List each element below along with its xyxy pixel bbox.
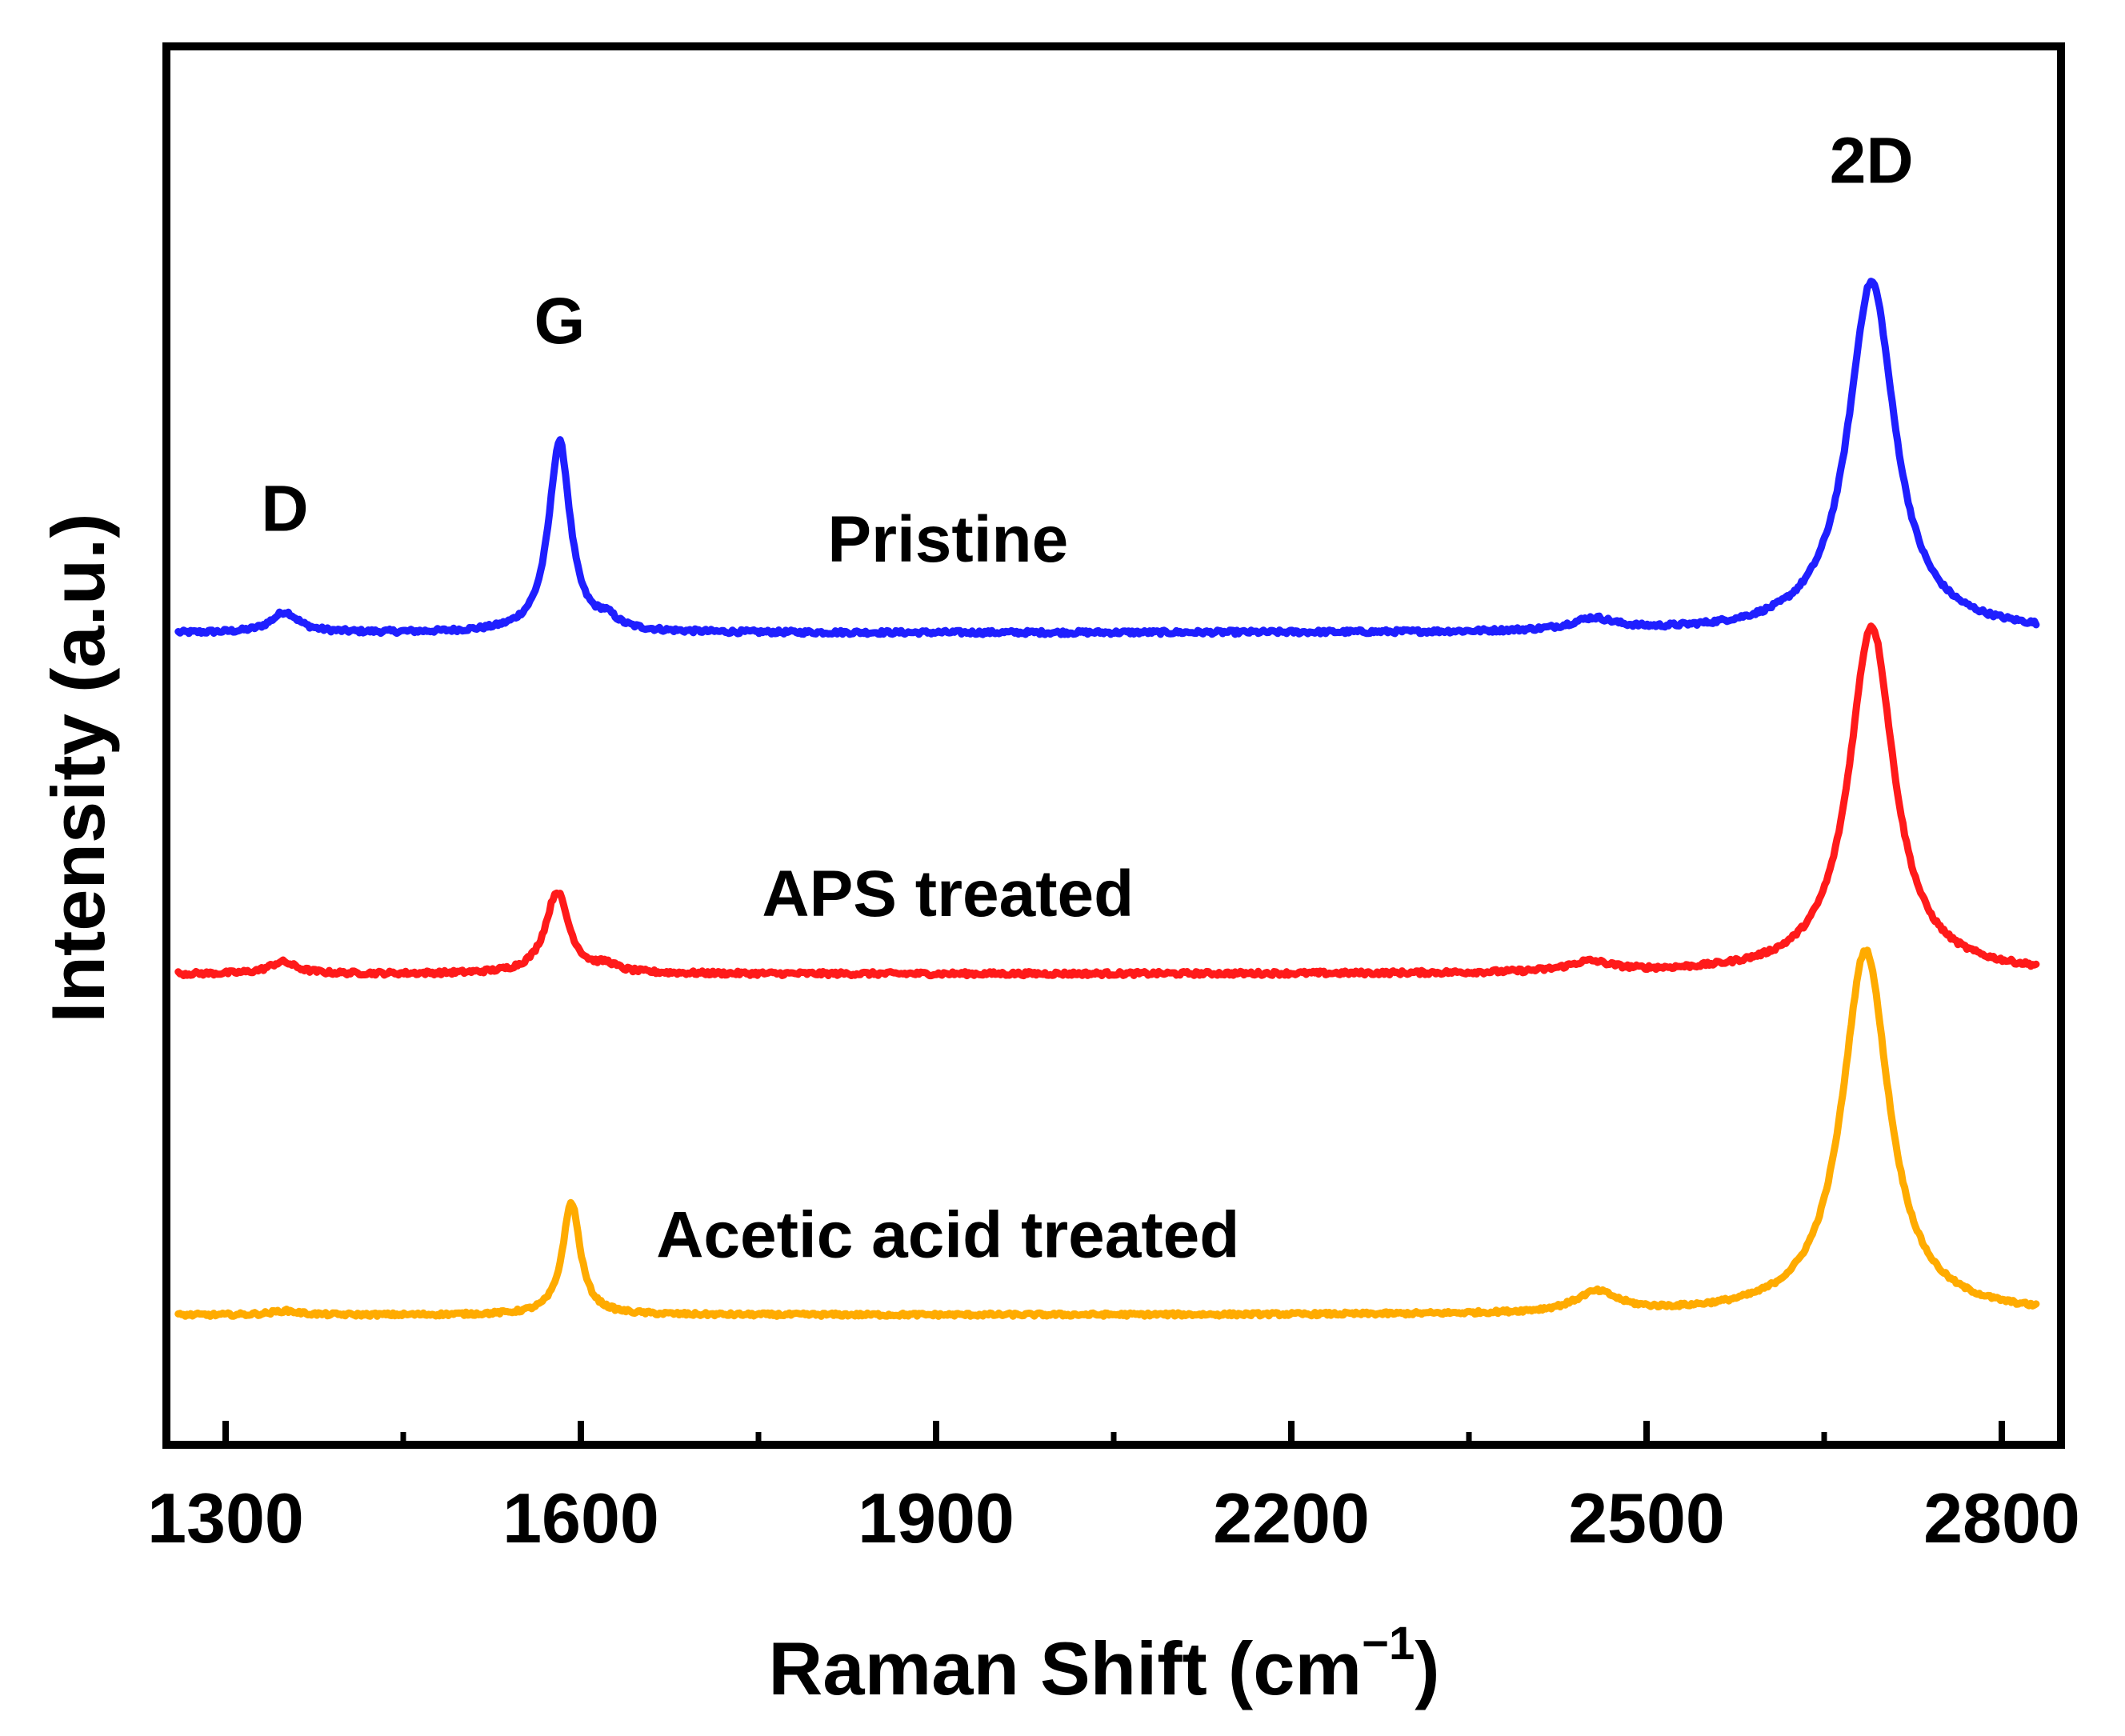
x-tick-label: 1300 — [147, 1478, 304, 1558]
series-layer — [174, 278, 2040, 1320]
x-tick-label: 1900 — [858, 1478, 1014, 1558]
series-label-acetic-acid-treated: Acetic acid treated — [656, 1199, 1239, 1272]
series-line-pristine — [174, 278, 2040, 638]
x-tick-label: 2500 — [1568, 1478, 1725, 1558]
x-tick-label: 2200 — [1213, 1478, 1370, 1558]
x-axis-title-superscript: −1 — [1362, 1618, 1415, 1670]
x-tick-label: 2800 — [1923, 1478, 2080, 1558]
axes-layer: 1300 1600 1900 2200 2500 2800 — [147, 42, 2080, 1558]
series-line-aps-treated — [174, 622, 2040, 980]
peak-label-2d: 2D — [1830, 125, 1914, 198]
series-label-pristine: Pristine — [827, 503, 1068, 576]
series-label-aps-treated: APS treated — [762, 858, 1134, 930]
y-axis-title: Intensity (a.u.) — [36, 513, 120, 1022]
x-axis-title-suffix: ) — [1415, 1626, 1439, 1710]
x-tick-label: 1600 — [502, 1478, 659, 1558]
x-axis-title-main: Raman Shift (cm — [768, 1626, 1362, 1710]
peak-label-g: G — [534, 285, 585, 358]
peak-label-d: D — [261, 472, 308, 545]
x-axis-title: Raman Shift (cm−1) — [768, 1618, 1439, 1710]
annotation-layer: D G 2D Pristine APS treated Acetic acid treat… — [261, 125, 1913, 1272]
series-line-acetic-acid-treated — [174, 946, 2040, 1320]
